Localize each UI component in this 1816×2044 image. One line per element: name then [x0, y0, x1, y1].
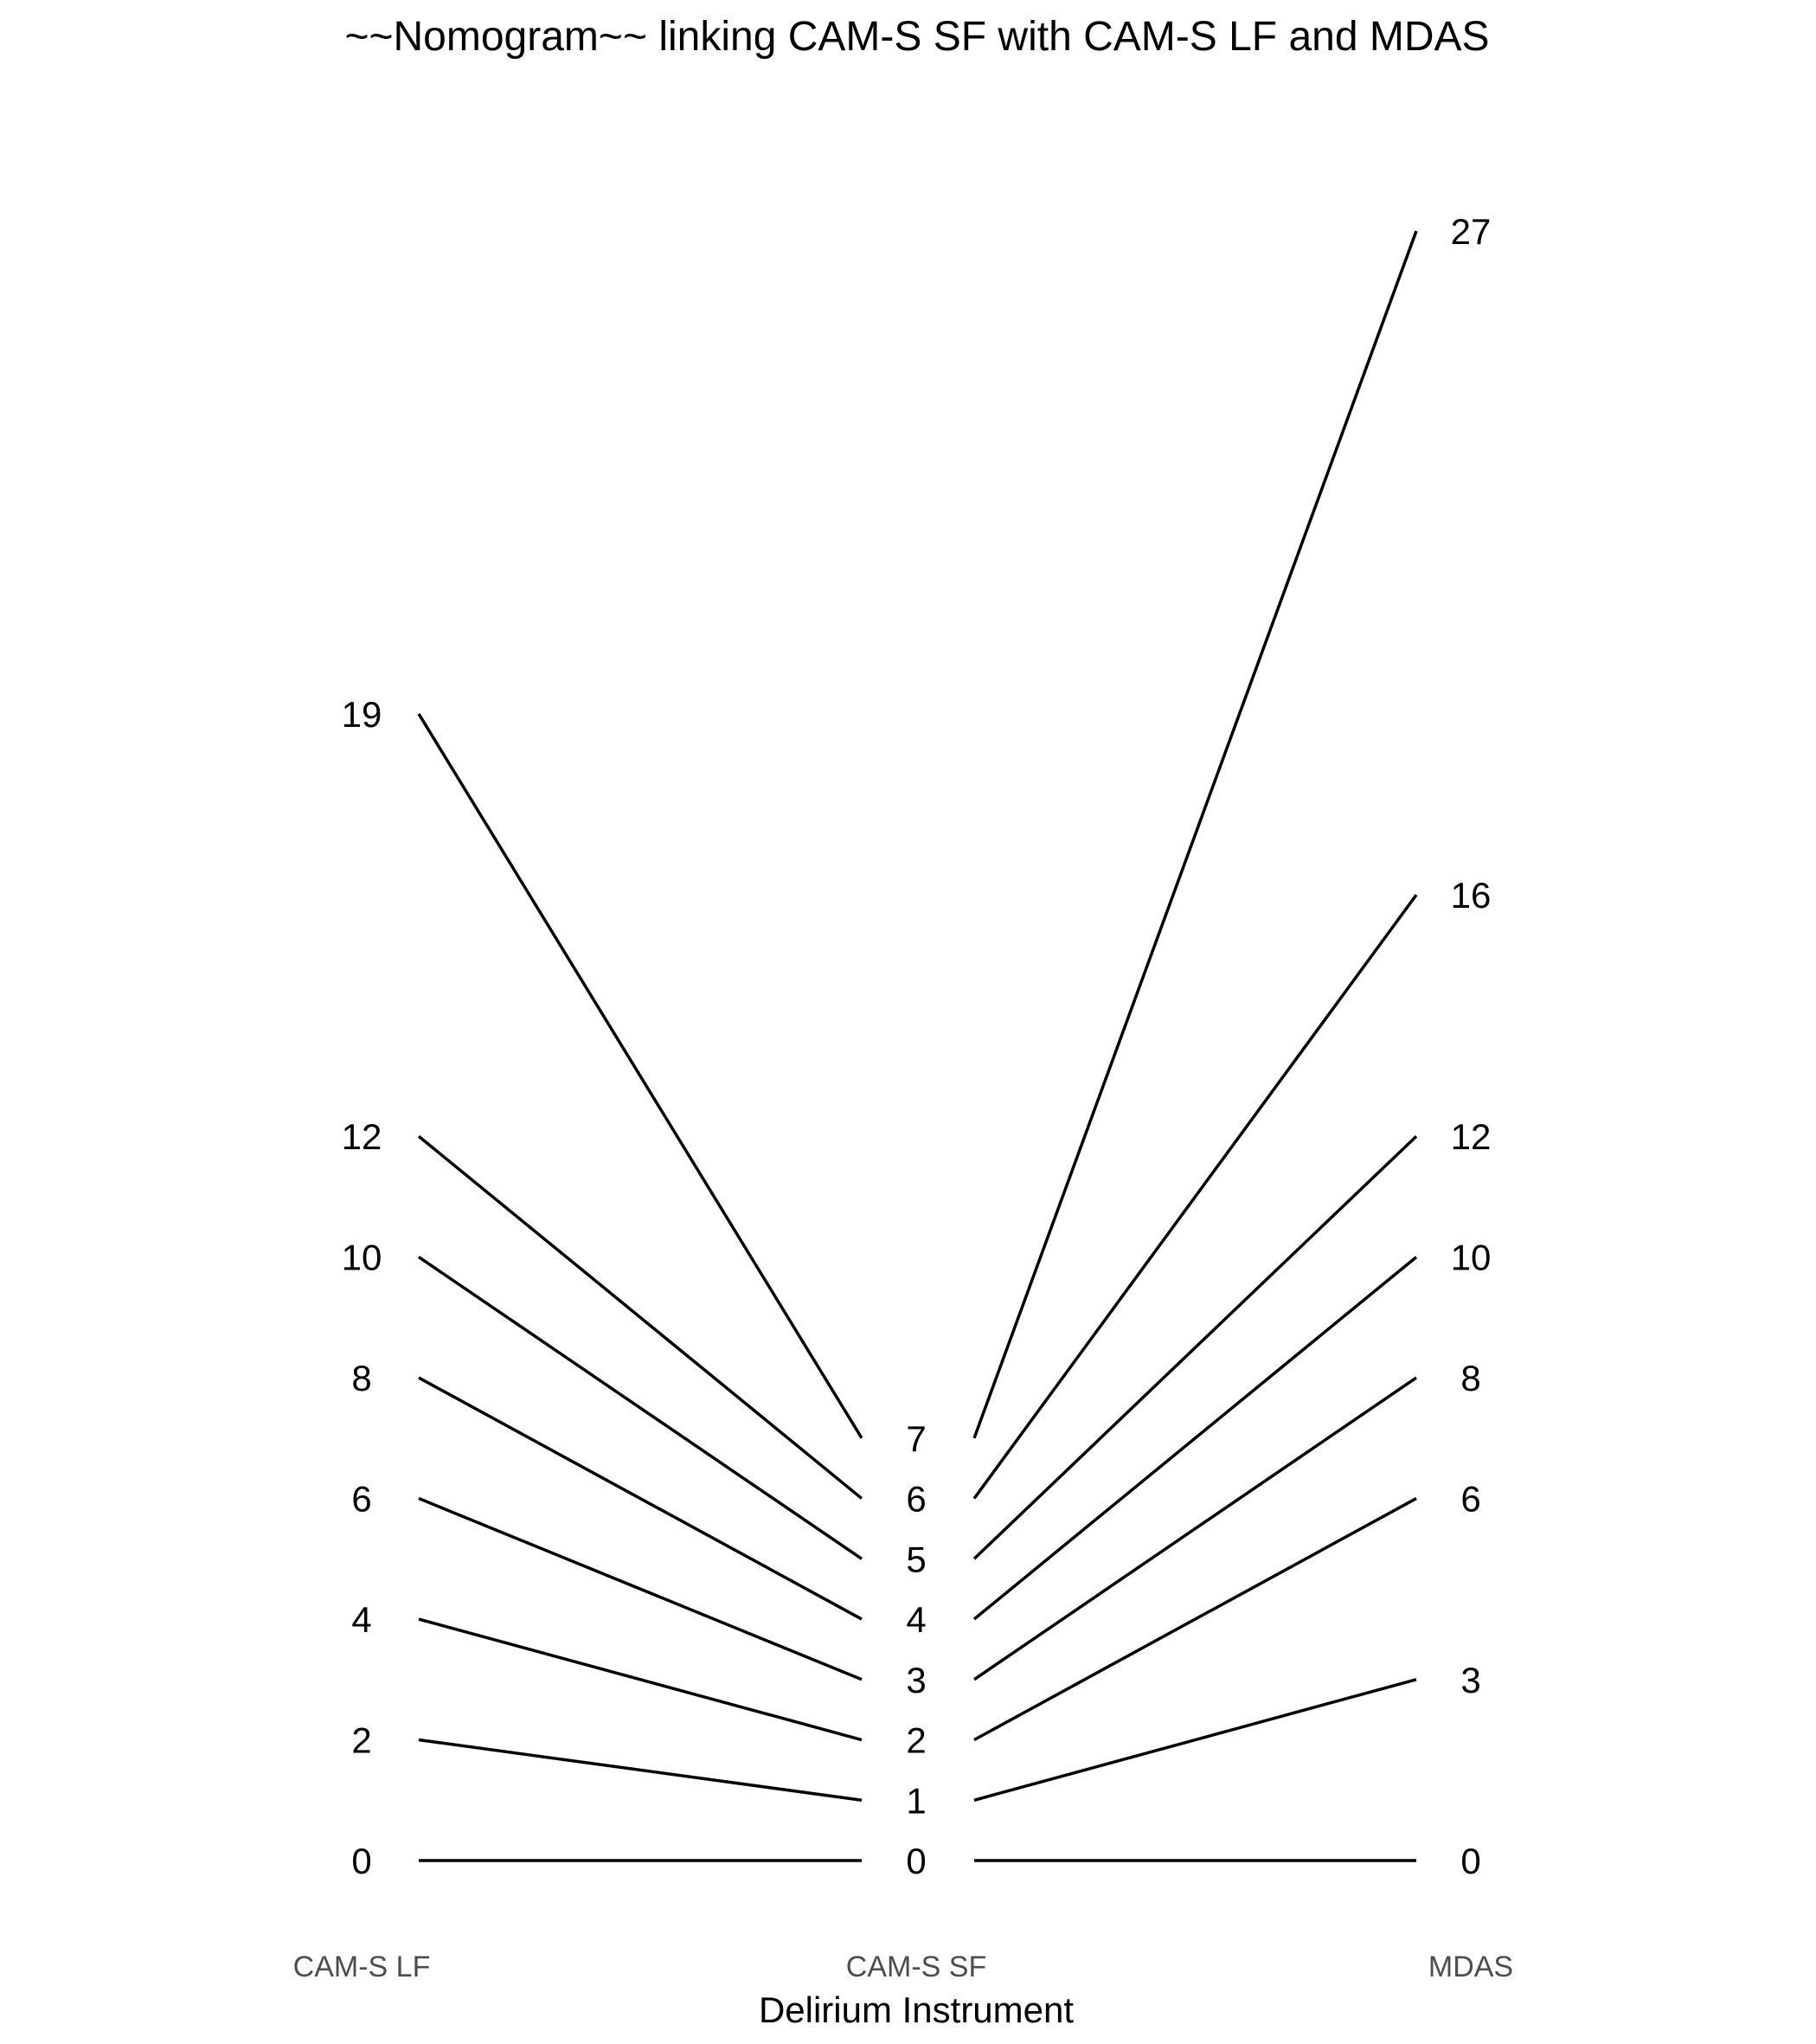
segment-lf-6-to-sf-3	[418, 1496, 863, 1681]
segment-sf-3-to-mdas-8	[973, 1376, 1417, 1681]
segment-sf-2-to-mdas-6	[973, 1497, 1417, 1742]
tick-label-mdas-6: 6	[1460, 1479, 1480, 1520]
tick-label-mdas-0: 0	[1460, 1841, 1480, 1881]
tick-label-cam-s-sf-5: 5	[906, 1539, 926, 1579]
segment-lf-19-to-sf-7	[417, 713, 863, 1439]
segment-sf-1-to-mdas-3	[973, 1678, 1417, 1802]
segment-lf-4-to-sf-2	[418, 1617, 863, 1742]
tick-label-cam-s-lf-19: 19	[342, 694, 382, 735]
segment-sf-7-to-mdas-27	[972, 230, 1418, 1439]
tick-label-cam-s-sf-1: 1	[906, 1780, 926, 1821]
tick-label-cam-s-sf-7: 7	[906, 1418, 926, 1459]
tick-label-cam-s-lf-0: 0	[351, 1841, 371, 1881]
tick-label-cam-s-sf-0: 0	[906, 1841, 926, 1881]
tick-label-cam-s-sf-3: 3	[906, 1660, 926, 1700]
chart-title: ~~Nomogram~~ linking CAM-S SF with CAM-S…	[344, 14, 1489, 60]
segment-lf-10-to-sf-5	[418, 1256, 863, 1560]
tick-label-cam-s-lf-6: 6	[351, 1479, 371, 1520]
tick-label-mdas-12: 12	[1451, 1116, 1492, 1157]
tick-label-cam-s-sf-4: 4	[906, 1599, 926, 1640]
tick-label-mdas-3: 3	[1460, 1660, 1480, 1700]
x-tick-mdas: MDAS	[1428, 1951, 1513, 1983]
segment-lf-2-to-sf-1	[418, 1738, 863, 1802]
tick-label-cam-s-sf-2: 2	[906, 1720, 926, 1761]
segment-lf-12-to-sf-6	[417, 1134, 863, 1500]
x-axis-label: Delirium Instrument	[759, 1989, 1074, 2030]
segment-sf-4-to-mdas-10	[972, 1256, 1418, 1621]
tick-label-cam-s-lf-10: 10	[342, 1237, 382, 1278]
x-tick-cam-s-sf: CAM-S SF	[846, 1951, 986, 1983]
tick-label-cam-s-lf-12: 12	[342, 1116, 382, 1157]
segment-lf-8-to-sf-4	[418, 1376, 863, 1621]
tick-label-cam-s-lf-4: 4	[351, 1599, 371, 1640]
tick-label-cam-s-lf-2: 2	[351, 1720, 371, 1761]
segment-sf-6-to-mdas-16	[972, 894, 1418, 1500]
tick-label-mdas-27: 27	[1451, 211, 1492, 252]
tick-label-cam-s-sf-6: 6	[906, 1479, 926, 1520]
tick-label-cam-s-lf-8: 8	[351, 1358, 371, 1398]
tick-label-mdas-10: 10	[1451, 1237, 1492, 1278]
x-tick-cam-s-lf: CAM-S LF	[293, 1951, 431, 1983]
segment-sf-5-to-mdas-12	[972, 1134, 1418, 1560]
link-segments	[417, 230, 1418, 1862]
tick-label-mdas-16: 16	[1451, 875, 1492, 916]
tick-label-mdas-8: 8	[1460, 1358, 1480, 1398]
